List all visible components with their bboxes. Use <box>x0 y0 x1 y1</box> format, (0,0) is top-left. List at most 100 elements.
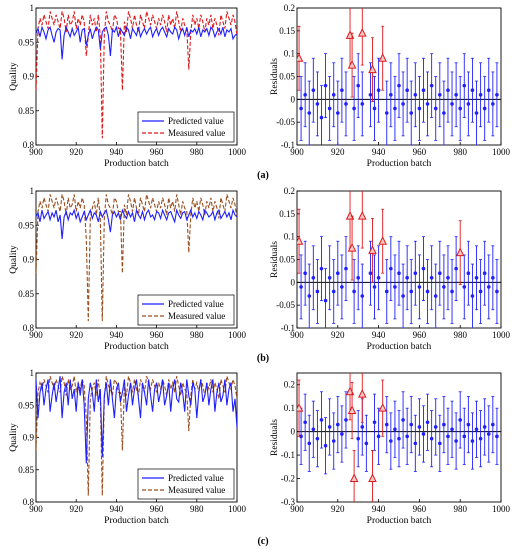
x-tick-label: 980 <box>453 147 467 157</box>
residual-point <box>429 436 434 441</box>
series-line-predicted-value <box>36 25 237 60</box>
y-tick-label: 0 <box>291 277 296 287</box>
plot-area <box>297 8 501 145</box>
residual-point <box>360 102 365 106</box>
y-tick-label: 0.9 <box>23 72 35 82</box>
residual-point <box>486 432 491 436</box>
residual-point <box>368 271 373 276</box>
residual-point <box>409 111 414 115</box>
residual-point <box>315 436 320 441</box>
residual-point <box>438 441 442 446</box>
y-tick-label: 0.95 <box>18 220 34 230</box>
residual-point <box>450 289 454 294</box>
x-tick-label: 940 <box>110 330 124 340</box>
residual-point <box>401 102 405 106</box>
x-tick-label: 960 <box>150 147 164 157</box>
y-tick-label: 1 <box>30 186 35 196</box>
residual-point <box>401 418 405 422</box>
residual-point <box>425 289 430 294</box>
legend-box <box>137 111 235 143</box>
x-tick-label: 980 <box>190 147 204 157</box>
panel-label-b: (b) <box>257 353 269 364</box>
residual-point <box>474 275 479 280</box>
residual-point <box>491 422 495 427</box>
outlier-point <box>297 403 304 412</box>
residual-point <box>470 88 475 92</box>
residual-point <box>478 92 483 97</box>
residual-point <box>397 83 401 88</box>
y-axis-label: Residuals <box>270 241 280 278</box>
residual-point <box>438 271 442 276</box>
residual-point <box>421 88 426 92</box>
y-tick-label: 0.05 <box>279 72 295 82</box>
residual-point <box>421 266 426 271</box>
residual-point <box>356 275 361 280</box>
residual-point <box>389 439 393 443</box>
y-tick-label: 0.1 <box>284 232 295 242</box>
residual-point <box>413 92 418 97</box>
y-tick-label: -0.1 <box>281 140 295 150</box>
y-tick-label: -0.2 <box>281 474 295 484</box>
legend: Predicted value Measured value <box>137 294 235 326</box>
outlier-point <box>349 473 359 483</box>
residual-point <box>401 294 405 298</box>
residual-point <box>356 83 361 88</box>
residual-point <box>340 432 344 436</box>
residual-point <box>372 106 377 111</box>
x-tick-label: 920 <box>69 147 83 157</box>
x-tick-label: 920 <box>331 330 345 340</box>
residual-point <box>446 275 450 280</box>
x-tick-label: 920 <box>331 147 345 157</box>
residual-point <box>323 298 328 303</box>
y-tick-label: 0.9 <box>23 433 35 443</box>
residual-point <box>376 275 381 280</box>
residual-point <box>482 106 487 111</box>
x-tick-label: 940 <box>372 147 386 157</box>
residual-point <box>352 289 356 294</box>
residual-point <box>454 266 458 271</box>
residual-point <box>405 434 409 439</box>
residual-point <box>433 106 438 111</box>
y-tick-label: 0.2 <box>284 380 295 390</box>
x-tick-label: 960 <box>413 330 427 340</box>
x-tick-label: 980 <box>453 330 467 340</box>
x-tick-label: 900 <box>290 147 304 157</box>
residual-point <box>327 106 332 111</box>
residual-point <box>344 418 348 422</box>
residual-point <box>360 425 365 429</box>
y-tick-label: -0.05 <box>276 300 295 310</box>
y-axis-label: Quality <box>9 423 19 452</box>
x-tick-label: 940 <box>110 147 124 157</box>
y-tick-label: 0.95 <box>18 400 34 410</box>
residual-point <box>409 289 414 294</box>
residual-point <box>307 111 312 115</box>
outlier-point <box>357 27 367 37</box>
residual-point <box>478 436 483 441</box>
residual-point <box>319 266 324 271</box>
series-line-predicted-value <box>36 208 237 239</box>
y-tick-label: 0.85 <box>18 106 34 116</box>
residual-point <box>466 102 471 106</box>
chart-b-scatter: 900 920 940 960 980 1000 -0.1 -0.05 0 0.05 0.1 0.15… <box>270 186 511 352</box>
x-axis-label: Production batch <box>367 342 432 352</box>
y-tick-label: 0.85 <box>18 289 34 299</box>
x-tick-label: 960 <box>150 330 164 340</box>
outlier-point <box>347 59 357 69</box>
y-tick-label: 0.8 <box>23 323 35 333</box>
y-tick-label: 0.1 <box>284 403 295 413</box>
y-tick-label: 0.95 <box>18 37 34 47</box>
x-tick-label: 1000 <box>228 504 247 514</box>
residual-point <box>486 285 491 289</box>
residual-point <box>344 102 348 106</box>
x-tick-label: 940 <box>110 504 124 514</box>
y-axis-label: Residuals <box>270 58 280 95</box>
residual-point <box>327 275 332 280</box>
residual-point <box>474 111 479 115</box>
residual-point <box>336 422 340 427</box>
residual-point <box>315 289 320 294</box>
outlier-point <box>297 236 304 245</box>
x-tick-label: 1000 <box>228 330 247 340</box>
residual-point <box>417 285 422 289</box>
outlier-point <box>357 210 367 220</box>
